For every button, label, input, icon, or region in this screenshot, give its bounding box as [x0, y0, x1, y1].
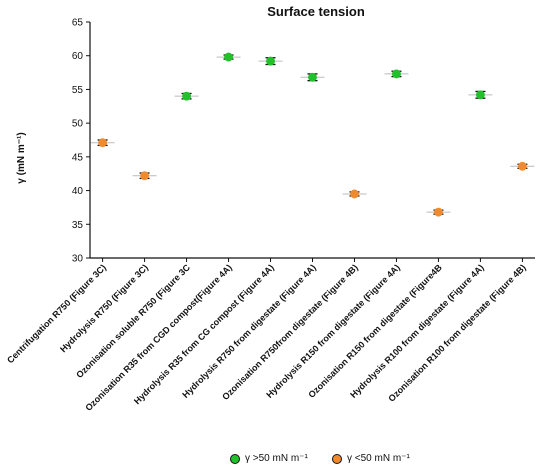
y-tick-label: 65	[72, 18, 84, 29]
data-point	[342, 189, 367, 199]
legend-orange-dot-icon	[332, 453, 342, 464]
data-point-marker	[392, 69, 401, 79]
data-point-marker	[433, 207, 443, 217]
legend-item-below-50: γ <50 mN m⁻¹	[332, 453, 410, 464]
data-point-marker	[475, 90, 485, 100]
data-point	[132, 171, 157, 181]
y-tick-label: 40	[72, 186, 84, 197]
y-tick-label: 55	[72, 85, 84, 96]
y-tick-label: 60	[72, 51, 84, 62]
legend: γ >50 mN m⁻¹ γ <50 mN m⁻¹	[0, 453, 550, 471]
data-point	[426, 207, 451, 217]
data-point	[258, 56, 283, 66]
data-point	[300, 72, 325, 82]
y-tick-label: 45	[72, 152, 84, 163]
y-tick-label: 30	[72, 254, 84, 265]
data-point	[384, 69, 409, 79]
x-category-labels: Centrifugation R750 (Figure 3C)Hydrolysi…	[5, 258, 528, 413]
y-ticks: 30 35 40 45 50 55 60 65	[72, 18, 90, 265]
chart-title: Surface tension	[267, 4, 365, 19]
data-point-marker	[308, 72, 317, 82]
x-category-label: Hydrolysis R750 (Figure 3C)	[58, 262, 150, 354]
data-point-marker	[98, 138, 108, 148]
data-point-marker	[266, 56, 275, 66]
data-point	[174, 91, 199, 101]
data-point	[90, 138, 115, 148]
data-point-marker	[140, 171, 150, 181]
legend-label-below-50: γ <50 mN m⁻¹	[347, 453, 410, 464]
data-point-marker	[182, 91, 192, 101]
data-point-marker	[224, 52, 233, 62]
data-point	[510, 161, 535, 171]
legend-green-dot-icon	[230, 453, 240, 464]
y-tick-label: 35	[72, 220, 84, 231]
data-points	[90, 52, 535, 217]
x-category-label: Ozonisation R35 from CGD compost(Figure …	[83, 262, 234, 413]
legend-label-above-50: γ >50 mN m⁻¹	[245, 453, 308, 464]
data-point-marker	[517, 161, 527, 171]
y-axis-label: γ (mN m⁻¹)	[16, 132, 27, 183]
data-point-marker	[350, 189, 359, 199]
data-point	[216, 52, 241, 62]
data-point	[468, 90, 493, 100]
legend-item-above-50: γ >50 mN m⁻¹	[230, 453, 308, 464]
y-tick-label: 50	[72, 119, 84, 130]
axes	[89, 22, 535, 259]
